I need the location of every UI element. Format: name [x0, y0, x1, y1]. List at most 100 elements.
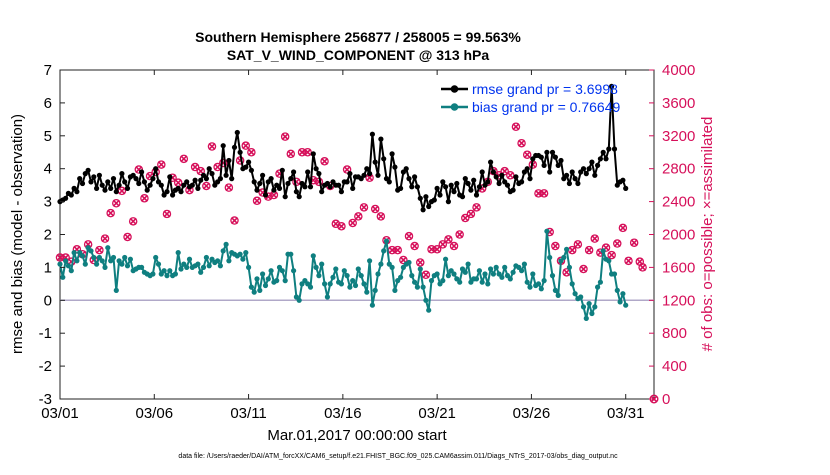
bias-point [524, 279, 530, 285]
obs-possible-marker [472, 203, 481, 212]
rmse-point [302, 184, 308, 190]
obs-possible-marker [218, 158, 228, 168]
bias-point [327, 281, 333, 287]
x-tick-label: 03/21 [418, 405, 456, 422]
rmse-point [420, 207, 426, 213]
x-tick-label: 03/31 [607, 405, 645, 422]
legend-bias-label: bias grand pr = 0.76649 [472, 99, 620, 115]
obs-assimilated-marker [101, 235, 109, 243]
rmse-point [327, 184, 333, 190]
obs-assimilated-marker [608, 251, 616, 259]
bias-point [530, 271, 536, 277]
bias-point [614, 287, 620, 293]
rmse-point [276, 185, 283, 191]
bias-point [443, 256, 449, 262]
obs-assimilated-marker [619, 224, 627, 232]
rmse-point [499, 172, 505, 178]
bias-point [549, 273, 556, 279]
obs-possible-marker [100, 234, 110, 243]
bias-point [541, 278, 547, 284]
bias-point [105, 245, 111, 251]
rmse-point [445, 199, 451, 205]
obs-assimilated-marker [518, 139, 526, 147]
bias-point [490, 271, 496, 277]
y-left-tick-label: -2 [39, 358, 52, 375]
rmse-point [544, 149, 550, 155]
obs-assimilated-marker [506, 171, 514, 179]
rmse-point [79, 180, 86, 187]
bias-point [99, 258, 105, 264]
rmse-point [124, 185, 131, 191]
obs-assimilated-marker [450, 242, 458, 250]
obs-assimilated-marker [281, 133, 289, 141]
y-right-tick-label: 0 [662, 391, 670, 408]
bias-point [367, 258, 373, 264]
obs-assimilated-marker [202, 182, 210, 190]
bias-point [572, 291, 578, 297]
bias-point [268, 268, 274, 274]
bias-point [110, 254, 117, 261]
obs-possible-marker [337, 222, 346, 231]
rmse-point [549, 149, 556, 155]
y-left-axis-label: rmse and bias (model - observation) [9, 114, 26, 354]
obs-assimilated-marker [467, 210, 475, 218]
rmse-point [307, 184, 314, 190]
y-right-tick-label: 3200 [662, 128, 695, 145]
bias-point [527, 284, 533, 290]
rmse-point [595, 162, 601, 168]
obs-possible-marker [72, 245, 82, 254]
y-right-tick-label: 4000 [662, 62, 695, 79]
rmse-point [153, 166, 159, 172]
y-right-tick-label: 2800 [662, 161, 695, 178]
y-right-tick-label: 400 [662, 358, 687, 375]
bias-point [561, 254, 567, 261]
obs-assimilated-marker [123, 233, 132, 241]
rmse-point [170, 192, 176, 198]
chart-title-line2: SAT_V_WIND_COMPONENT @ 313 hPa [227, 47, 490, 63]
obs-possible-marker [590, 234, 600, 243]
rmse-point [229, 176, 235, 182]
obs-possible-marker [613, 239, 622, 248]
bias-line [59, 230, 627, 320]
obs-possible-marker [461, 213, 470, 223]
bias-series-group [57, 228, 629, 321]
bias-point [226, 258, 232, 264]
bias-point [243, 250, 249, 256]
obs-possible-marker [370, 204, 380, 214]
obs-possible-marker [55, 253, 65, 262]
obs-possible-marker [618, 223, 628, 233]
y-left-tick-label: 7 [44, 62, 52, 79]
obs-assimilated-marker [456, 230, 464, 239]
rmse-point [414, 184, 420, 190]
bias-point [288, 251, 294, 257]
y-left-tick-label: -1 [39, 325, 52, 342]
bias-point [246, 264, 252, 270]
legend-rmse-label: rmse grand pr = 3.6998 [472, 81, 618, 97]
obs-assimilated-marker [371, 205, 379, 213]
obs-assimilated-marker [512, 123, 520, 131]
bias-point [355, 266, 361, 272]
bias-point [595, 284, 601, 290]
rmse-point [133, 176, 139, 182]
rmse-point [479, 169, 485, 175]
bias-point [310, 253, 316, 259]
axes-ticks-group: 03/01 03/06 03/11 03/16 03/21 03/26 03/31 -3 -2 -… [39, 62, 696, 422]
rmse-point [251, 179, 257, 185]
rmse-point [192, 177, 198, 183]
rmse-point [116, 182, 122, 188]
chart-title-line1: Southern Hemisphere 256877 / 258005 = 99… [195, 29, 521, 45]
bias-point [206, 263, 212, 269]
obs-possible-marker [162, 209, 172, 219]
rmse-point [369, 131, 375, 137]
rmse-point [234, 129, 240, 136]
rmse-point [271, 187, 277, 193]
y-left-tick-label: 0 [44, 292, 52, 309]
obs-possible-marker [427, 245, 436, 254]
y-left-tick-label: 4 [44, 161, 52, 178]
bias-point [583, 315, 589, 321]
rmse-point [468, 187, 474, 193]
obs-possible-marker [128, 217, 138, 226]
obs-possible-marker [140, 194, 149, 203]
rmse-point [344, 179, 350, 185]
obs-possible-marker [399, 255, 408, 265]
